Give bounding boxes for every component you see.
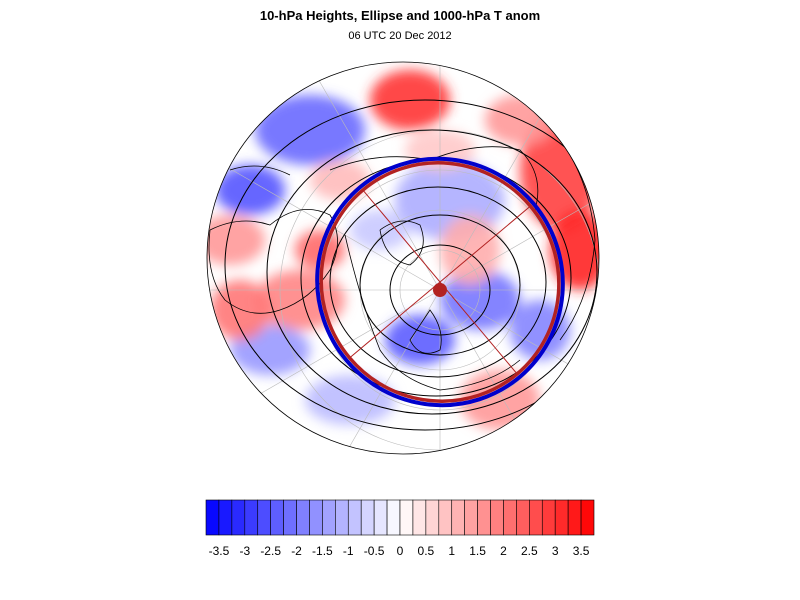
colorbar-box	[516, 499, 530, 536]
vortex-ellipse	[315, 156, 565, 408]
colorbar-box	[373, 499, 388, 536]
height-contour	[389, 244, 491, 336]
colorbar-tick-label: 1.5	[469, 544, 486, 558]
colorbar-tick-label: 3	[552, 544, 559, 558]
anomaly-blob	[207, 215, 265, 265]
anomaly-blob	[440, 270, 520, 330]
colorbar-box	[205, 499, 220, 536]
vortex-center-marker	[433, 283, 447, 297]
coastline	[344, 234, 521, 391]
colorbar-box	[412, 499, 427, 536]
colorbar-box	[477, 499, 491, 536]
ellipse-minor-axis	[362, 189, 518, 375]
colorbar-box	[451, 499, 465, 536]
coastline	[229, 165, 291, 176]
vortex-ellipse-outline	[315, 156, 565, 408]
colorbar-boxes	[205, 499, 595, 536]
coastline	[329, 146, 539, 211]
meridian-line	[279, 62, 441, 291]
meridian-line	[439, 129, 599, 291]
height-contour	[329, 186, 547, 378]
colorbar-tick-label: -2.5	[260, 544, 281, 558]
colorbar-tick-label: 0.5	[418, 544, 435, 558]
colorbar-tick-label: -1.5	[312, 544, 333, 558]
colorbar-tick-label: -2	[291, 544, 302, 558]
colorbar-box	[244, 499, 259, 536]
meridian-line	[279, 289, 441, 454]
colorbar-box	[541, 499, 556, 536]
colorbar-box	[283, 499, 297, 536]
height-contour	[224, 99, 599, 431]
page-subtitle: 06 UTC 20 Dec 2012	[348, 30, 452, 42]
colorbar-tick-label: -3.5	[209, 544, 230, 558]
anomaly-blob	[305, 375, 395, 425]
colorbar-box	[464, 499, 478, 536]
colorbar-box	[490, 499, 504, 536]
height-contours	[224, 99, 599, 431]
colorbar-box	[309, 499, 323, 536]
colorbar-tick-label: -0.5	[364, 544, 385, 558]
colorbar-box	[503, 499, 517, 536]
coastline	[409, 309, 442, 354]
colorbar-box	[270, 499, 284, 536]
anomaly-blob	[215, 165, 285, 215]
colorbar-box	[360, 499, 375, 536]
height-contour	[359, 214, 521, 356]
colorbar-box	[567, 499, 582, 536]
colorbar-box	[438, 499, 453, 536]
colorbar-box	[231, 499, 246, 536]
height-contour	[266, 129, 598, 415]
colorbar-tick-label: 2.5	[521, 544, 538, 558]
anomaly-blob	[550, 210, 599, 290]
page-title: 10-hPa Heights, Ellipse and 1000-hPa T a…	[259, 8, 541, 23]
colorbar-box	[425, 499, 440, 536]
colorbar-tick-label: 0	[397, 544, 404, 558]
colorbar-box	[296, 499, 310, 536]
colorbar-tick-label: 3.5	[573, 544, 590, 558]
colorbar-box	[399, 499, 414, 536]
colorbar-tick-label: 2	[500, 544, 507, 558]
colorbar-box	[580, 499, 595, 536]
anomaly-blob	[210, 280, 270, 340]
colorbar-box	[386, 499, 401, 536]
colorbar-labels: -3.5 -3 -2.5 -2 -1.5 -1 -0.5 0 0.5 1 1.5 2 2.5 3 3.5	[209, 544, 590, 558]
anomaly-blob	[440, 215, 500, 285]
colorbar-tick-label: -3	[239, 544, 250, 558]
anomaly-blob	[385, 315, 455, 365]
colorbar-tick-label: -1	[343, 544, 354, 558]
colorbar-box	[257, 499, 271, 536]
colorbar-box	[218, 499, 233, 536]
coastline	[208, 209, 338, 314]
globe-border	[206, 61, 600, 455]
colorbar-tick-label: 1	[448, 544, 455, 558]
colorbar-box	[347, 499, 362, 536]
colorbar-box	[554, 499, 569, 536]
colorbar-box	[322, 499, 336, 536]
colorbar-box	[529, 499, 543, 536]
colorbar-box	[335, 499, 349, 536]
